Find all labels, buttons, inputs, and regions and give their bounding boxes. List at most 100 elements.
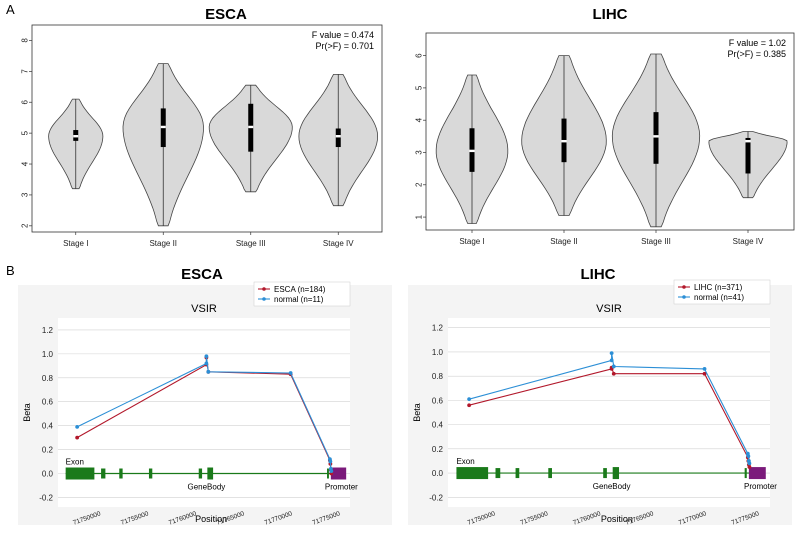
y-tick-label: 8 xyxy=(20,38,29,43)
exon-block xyxy=(603,468,607,479)
median-marker xyxy=(653,135,659,138)
iqr-box xyxy=(653,112,659,164)
median-marker xyxy=(73,135,79,138)
y-tick-label: 0.4 xyxy=(42,422,54,431)
y-tick-label: 0.4 xyxy=(432,421,444,430)
legend-entry: LIHC (n=371) xyxy=(694,283,743,292)
exon-block xyxy=(207,467,214,480)
y-tick-label: 6 xyxy=(414,53,423,58)
median-marker xyxy=(248,125,254,129)
chart-title: LIHC xyxy=(581,266,616,283)
legend-swatch-marker xyxy=(682,295,686,299)
iqr-box xyxy=(745,137,751,174)
methylation-chart-esca: ESCA VSIR -0.2 0.0 0.2 0.4 0.6 0.8 1.0 1.2 Beta Pos… xyxy=(18,266,392,527)
y-axis-label: Beta xyxy=(22,403,32,422)
promoter-block xyxy=(330,467,347,480)
chart-title: ESCA xyxy=(181,266,223,283)
panel-b-label: B xyxy=(6,263,15,278)
legend-swatch-marker xyxy=(682,285,686,289)
data-point xyxy=(467,397,472,402)
y-tick-label: 5 xyxy=(414,85,423,90)
x-tick-label-stage-ii: Stage II xyxy=(550,237,578,246)
exon-block xyxy=(744,468,747,479)
median-marker xyxy=(335,135,341,138)
data-point xyxy=(288,371,293,375)
data-point xyxy=(75,435,80,440)
chart-subtitle: VSIR xyxy=(596,303,622,315)
exon-block xyxy=(101,468,106,479)
methylation-chart-lihc: LIHC VSIR -0.2 0.0 0.2 0.4 0.6 0.8 1.0 1.2 Beta Pos… xyxy=(408,266,792,527)
x-tick-label-stage-ii: Stage II xyxy=(149,239,177,248)
promoter-block xyxy=(748,467,766,480)
y-tick-label: 1.2 xyxy=(432,324,444,333)
legend-box xyxy=(673,279,771,305)
x-tick-label-stage-iv: Stage IV xyxy=(733,237,764,246)
y-tick-label: -0.2 xyxy=(429,493,443,502)
x-tick-label-stage-iv: Stage IV xyxy=(323,239,354,248)
legend-swatch-marker xyxy=(262,297,266,301)
data-point xyxy=(747,465,752,469)
data-point xyxy=(467,403,472,408)
y-tick-label: 4 xyxy=(414,117,423,122)
exon-block xyxy=(327,468,329,479)
y-tick-label: 1.0 xyxy=(432,348,444,357)
data-point xyxy=(206,369,211,374)
y-tick-label: 7 xyxy=(20,69,29,74)
y-tick-label: 0.8 xyxy=(42,374,54,383)
y-tick-label: 5 xyxy=(20,130,29,135)
data-point xyxy=(204,354,209,359)
median-marker xyxy=(469,149,475,153)
exon-block xyxy=(495,468,501,479)
exon-block xyxy=(456,467,489,480)
x-axis-label: Position xyxy=(601,514,633,524)
iqr-box xyxy=(335,128,341,148)
plot-area xyxy=(58,318,350,507)
exon-block xyxy=(548,468,552,479)
legend-box xyxy=(253,281,351,307)
legend-entry: normal (n=41) xyxy=(694,293,744,302)
legend-swatch-marker xyxy=(262,287,266,291)
y-tick-label: 0.2 xyxy=(432,445,444,454)
y-tick-label: 0.2 xyxy=(42,446,54,455)
exon-block xyxy=(119,468,123,479)
y-tick-label: 6 xyxy=(20,99,29,104)
data-point xyxy=(328,459,333,464)
x-tick-label-stage-i: Stage I xyxy=(63,239,88,248)
x-axis-label: Position xyxy=(195,514,227,524)
y-tick-label: 4 xyxy=(20,161,29,166)
violin-chart-esca: ESCA 2 3 4 5 6 7 8 Stage I Stage II Stage III Stage… xyxy=(20,6,383,248)
data-point xyxy=(747,461,752,466)
data-point xyxy=(329,469,334,474)
x-tick-label-stage-i: Stage I xyxy=(459,237,484,246)
y-tick-label: 1.2 xyxy=(42,326,54,335)
exon-block xyxy=(65,467,95,480)
exon-block xyxy=(148,468,153,479)
y-tick-label: 1 xyxy=(414,214,423,219)
y-tick-label: 0.0 xyxy=(42,470,54,479)
y-tick-label: 3 xyxy=(20,192,29,197)
data-point xyxy=(702,366,707,371)
y-tick-label: 0.6 xyxy=(42,398,54,407)
p-value-label: Pr(>F) = 0.701 xyxy=(315,41,374,51)
data-point xyxy=(746,454,751,459)
y-tick-label: 1.0 xyxy=(42,350,54,359)
x-tick-label-stage-iii: Stage III xyxy=(236,239,266,248)
chart-title: ESCA xyxy=(205,6,247,23)
y-axis-label: Beta xyxy=(412,403,422,422)
chart-title: LIHC xyxy=(593,6,628,23)
plot-frame xyxy=(425,32,795,231)
panel-a-label: A xyxy=(6,2,15,17)
y-tick-label: 0.8 xyxy=(432,372,444,381)
genebody-label: GeneBody xyxy=(593,482,631,491)
data-point xyxy=(75,424,80,429)
y-tick-label: 2 xyxy=(20,223,29,228)
data-point xyxy=(609,358,614,363)
x-tick-label-stage-iii: Stage III xyxy=(641,237,671,246)
data-point xyxy=(611,364,616,369)
y-tick-label: 0.0 xyxy=(432,469,444,478)
violin-chart-lihc: LIHC 1 2 3 4 5 6 Stage I Stage II Stage III Stage … xyxy=(414,6,795,246)
median-marker xyxy=(160,125,166,129)
median-marker xyxy=(561,139,567,143)
genebody-label: GeneBody xyxy=(187,483,225,492)
